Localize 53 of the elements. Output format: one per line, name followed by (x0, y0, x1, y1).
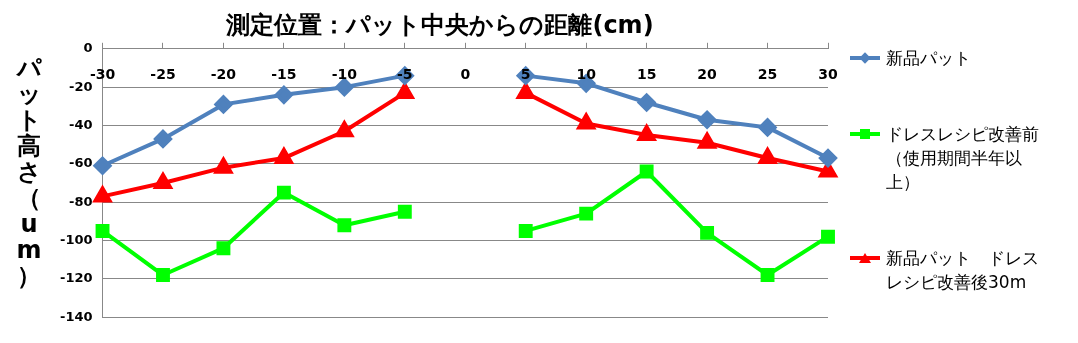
x-tick-label: 25 (757, 66, 778, 83)
x-tick-label: -25 (150, 66, 176, 83)
point (276, 185, 291, 200)
y-tick-label: -100 (59, 231, 93, 247)
point (698, 110, 717, 129)
point (335, 121, 354, 138)
text: パット高さ（um） (16, 53, 42, 290)
point (274, 85, 293, 104)
x-tick-label: 15 (636, 66, 657, 83)
point (760, 268, 775, 282)
legend-label: 新品パット ドレスレシピ改善後30m (886, 247, 1040, 294)
point (153, 129, 172, 148)
y-tick-label: -60 (69, 155, 93, 171)
x-tick-label: -5 (397, 66, 413, 83)
point (637, 93, 656, 112)
x-tick-label: -15 (271, 66, 297, 83)
point (274, 148, 293, 165)
x-tick-label: 5 (520, 66, 531, 83)
point (337, 218, 352, 233)
x-tick-label: 30 (818, 66, 838, 83)
point (395, 82, 414, 99)
point (156, 268, 170, 282)
point (214, 95, 233, 114)
x-tick-label: -20 (210, 66, 237, 83)
point (579, 206, 594, 221)
y-tick-label: 0 (83, 40, 93, 56)
point (819, 149, 837, 168)
y-tick-label: -80 (69, 193, 93, 209)
x-tick-label: 20 (697, 66, 718, 83)
point (821, 229, 835, 244)
point (335, 78, 354, 97)
point (95, 223, 110, 238)
legend-label: ドレスレシピ改善前（使用期間半年以上） (886, 123, 1040, 194)
chart-title: 測定位置：パット中央からの距離(cm) (225, 10, 654, 39)
point (516, 82, 535, 99)
point (518, 223, 533, 238)
point (700, 225, 715, 240)
x-tick-label: 10 (576, 66, 597, 83)
y-tick-label: -120 (59, 270, 93, 286)
point (397, 204, 412, 219)
point (93, 156, 112, 175)
x-tick-label: 0 (460, 66, 471, 83)
point (154, 173, 172, 189)
point (216, 241, 231, 256)
legend-label: 新品パット (886, 47, 972, 70)
point (93, 186, 112, 203)
point (637, 125, 656, 142)
y-tick-label: -140 (59, 308, 93, 324)
point (758, 118, 777, 137)
y-tick-label: -40 (69, 116, 93, 132)
point (758, 148, 777, 165)
point (639, 164, 654, 179)
x-tick-label: -10 (331, 66, 358, 83)
